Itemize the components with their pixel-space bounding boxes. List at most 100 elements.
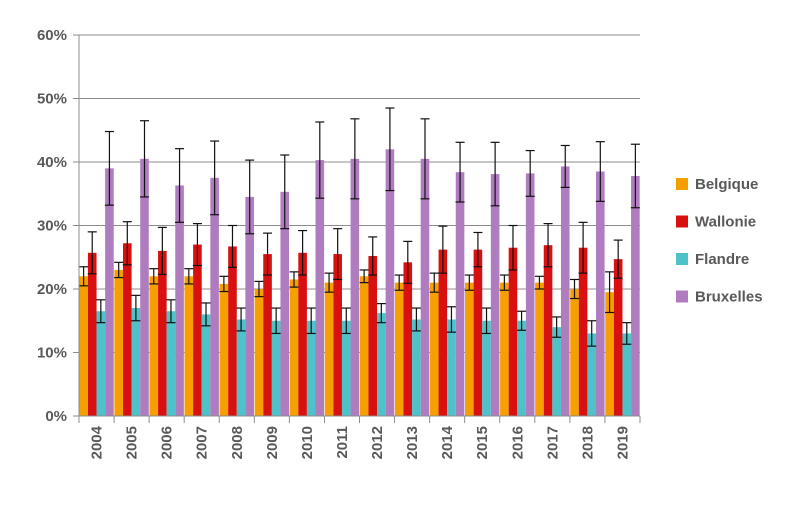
bar-wallonie-2018 [578,247,588,416]
bar-belgique-2013 [394,282,404,416]
bar-wallonie-2010 [298,252,307,416]
error-bars [79,107,640,347]
y-tick-label: 60% [37,27,67,44]
bar-wallonie-2005 [122,243,132,416]
bar-wallonie-2015 [473,249,483,416]
bar-wallonie-2017 [543,245,553,416]
bar-bruxelles-2016 [525,173,535,416]
bar-belgique-2008 [219,283,229,416]
bar-flandre-2015 [482,320,491,416]
bar-flandre-2006 [166,311,176,416]
bar-flandre-2011 [341,320,351,416]
bar-belgique-2012 [359,276,369,416]
bar-wallonie-2012 [368,255,378,416]
bar-flandre-2009 [271,320,281,416]
x-tick-label: 2014 [439,425,456,459]
bar-belgique-2004 [79,276,88,416]
bar-belgique-2015 [465,282,474,416]
legend-label-wallonie: Wallonie [695,214,756,231]
bar-flandre-2010 [306,320,316,416]
bar-flandre-2019 [622,333,632,416]
bar-flandre-2014 [447,319,456,416]
bar-bruxelles-2014 [455,172,465,416]
bar-bruxelles-2008 [245,196,254,416]
bars [79,149,640,417]
bar-bruxelles-2011 [350,158,360,416]
bar-belgique-2019 [605,292,614,416]
bar-belgique-2009 [254,289,264,416]
bar-flandre-2012 [377,313,386,416]
x-axis-ticks: 2004 2005 2006 2007 2008 2009 2010 2011 2012 2013… [78,416,641,459]
bar-flandre-2017 [552,327,561,416]
bar-wallonie-2004 [87,252,97,416]
x-tick-label: 2015 [474,426,491,459]
y-axis-ticks: 0% 10% 20% 30% 40% 50% 60% [37,27,79,425]
bar-wallonie-2016 [508,247,518,416]
x-tick-label: 2018 [579,426,596,459]
x-tick-label: 2013 [404,426,421,459]
y-tick-label: 10% [37,345,67,362]
x-tick-label: 2006 [159,426,176,459]
bar-bruxelles-2009 [280,191,290,416]
bar-belgique-2010 [289,279,299,416]
x-tick-label: 2011 [334,426,351,459]
bar-wallonie-2009 [263,254,272,416]
bar-belgique-2011 [324,282,334,416]
legend-swatch-flandre [676,253,688,265]
bar-belgique-2014 [429,282,439,416]
bar-flandre-2013 [412,319,421,416]
x-tick-label: 2009 [264,426,281,459]
y-tick-label: 50% [37,91,67,108]
x-tick-label: 2004 [89,425,106,459]
legend-swatch-wallonie [676,215,688,228]
y-tick-label: 0% [45,408,67,425]
bar-flandre-2016 [517,320,526,416]
bar-wallonie-2013 [403,262,413,416]
bar-bruxelles-2017 [560,166,570,416]
bar-belgique-2017 [535,282,544,416]
x-tick-label: 2005 [124,426,141,459]
bar-bruxelles-2019 [631,175,640,416]
legend-label-belgique: Belgique [695,176,758,193]
bar-wallonie-2007 [193,244,202,416]
x-tick-label: 2010 [299,426,316,459]
bar-wallonie-2014 [438,249,448,416]
legend-label-flandre: Flandre [695,251,749,268]
bar-flandre-2005 [131,308,141,416]
bar-wallonie-2008 [228,246,237,416]
bar-bruxelles-2015 [490,174,500,416]
bar-belgique-2007 [184,276,194,416]
bar-wallonie-2019 [613,259,623,416]
x-tick-label: 2017 [544,426,561,459]
bar-belgique-2018 [570,289,579,416]
bar-flandre-2004 [96,311,106,416]
bar-wallonie-2006 [158,250,167,416]
bar-flandre-2008 [236,319,246,416]
bar-belgique-2006 [149,276,159,416]
legend-swatch-bruxelles [676,290,688,303]
legend-label-bruxelles: Bruxelles [695,289,763,306]
bar-flandre-2018 [587,333,597,416]
bar-belgique-2016 [500,282,509,416]
legend-swatch-belgique [676,178,688,190]
y-tick-label: 40% [37,154,67,171]
legend: Belgique Wallonie Flandre Bruxelles [676,176,763,306]
bar-bruxelles-2012 [385,149,395,417]
bar-bruxelles-2006 [175,185,184,416]
bar-bruxelles-2010 [315,160,325,416]
x-tick-label: 2007 [194,426,211,459]
bar-belgique-2005 [114,269,123,416]
x-tick-label: 2008 [229,426,246,459]
x-tick-label: 2016 [509,426,526,459]
bar-bruxelles-2013 [420,158,430,416]
bar-bruxelles-2005 [140,158,149,416]
bar-bruxelles-2018 [596,171,605,416]
bar-wallonie-2011 [333,254,342,416]
y-tick-label: 30% [37,218,67,235]
bar-bruxelles-2004 [105,168,114,416]
y-tick-label: 20% [37,281,67,298]
bar-flandre-2007 [201,314,211,416]
x-tick-label: 2019 [614,426,631,459]
x-tick-label: 2012 [369,426,386,459]
